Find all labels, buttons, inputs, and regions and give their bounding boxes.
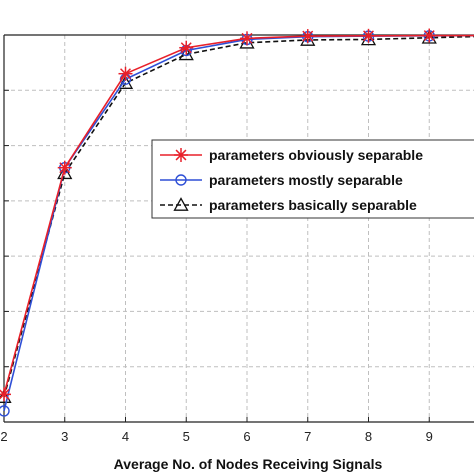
data-point bbox=[361, 28, 376, 43]
marker-asterisk-stroke bbox=[175, 149, 187, 161]
legend-item-2: parameters basically separable bbox=[160, 197, 417, 213]
x-tick-label: 4 bbox=[122, 429, 129, 444]
data-point bbox=[0, 387, 11, 402]
data-point bbox=[300, 29, 315, 44]
x-tick-label: 7 bbox=[304, 429, 311, 444]
marker-asterisk-stroke bbox=[363, 30, 374, 42]
data-point bbox=[57, 160, 72, 175]
series-1 bbox=[0, 30, 474, 417]
marker-asterisk-stroke bbox=[59, 162, 71, 174]
x-tick-label: 6 bbox=[243, 429, 250, 444]
series-0 bbox=[0, 28, 474, 402]
marker-asterisk-stroke bbox=[302, 30, 314, 42]
x-tick-label: 9 bbox=[426, 429, 433, 444]
marker-triangle bbox=[421, 29, 437, 44]
marker-asterisk-stroke bbox=[120, 68, 131, 80]
marker-circle bbox=[175, 174, 187, 186]
legend: parameters obviously separable parameters… bbox=[151, 139, 474, 219]
legend-item-0: parameters obviously separable bbox=[160, 147, 423, 163]
x-tick-label: 8 bbox=[365, 429, 372, 444]
data-point bbox=[179, 40, 194, 55]
marker-circle bbox=[0, 405, 10, 417]
data-point bbox=[421, 29, 437, 44]
data-point bbox=[0, 405, 10, 417]
legend-label: parameters obviously separable bbox=[209, 147, 423, 163]
grid bbox=[4, 35, 474, 422]
marker-asterisk-stroke bbox=[423, 30, 435, 42]
legend-label: parameters basically separable bbox=[209, 197, 417, 213]
legend-item-1: parameters mostly separable bbox=[160, 172, 403, 188]
legend-label: parameters mostly separable bbox=[209, 172, 403, 188]
series-line bbox=[3, 34, 474, 412]
x-tick-labels: 2 3 4 5 6 7 8 9 bbox=[0, 429, 432, 444]
data-point bbox=[57, 165, 73, 180]
marker-asterisk-stroke bbox=[241, 32, 253, 44]
legend-box bbox=[151, 139, 474, 219]
data-point bbox=[422, 28, 437, 43]
data-point bbox=[240, 31, 254, 46]
data-point bbox=[118, 66, 133, 81]
x-tick-label: 5 bbox=[183, 429, 190, 444]
marker-triangle bbox=[173, 197, 189, 211]
axes bbox=[3, 34, 474, 423]
series-line bbox=[3, 35, 474, 398]
x-axis-label: Average No. of Nodes Receiving Signals bbox=[114, 456, 383, 472]
marker-asterisk-stroke bbox=[180, 42, 192, 54]
marker-asterisk-stroke bbox=[0, 388, 10, 400]
x-tick-label: 2 bbox=[0, 429, 7, 444]
marker-triangle bbox=[57, 165, 73, 180]
x-tick-label: 3 bbox=[61, 429, 68, 444]
series-group bbox=[0, 28, 474, 417]
